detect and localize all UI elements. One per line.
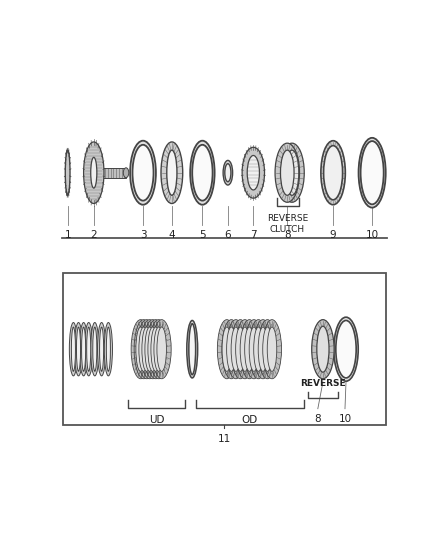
Ellipse shape — [136, 327, 145, 372]
Ellipse shape — [226, 320, 245, 379]
Ellipse shape — [312, 320, 334, 379]
Ellipse shape — [146, 320, 165, 379]
Ellipse shape — [217, 320, 237, 379]
Text: 10: 10 — [366, 230, 379, 240]
Ellipse shape — [223, 160, 233, 185]
FancyBboxPatch shape — [103, 168, 126, 177]
Ellipse shape — [254, 327, 263, 372]
Ellipse shape — [71, 327, 75, 372]
Ellipse shape — [249, 320, 268, 379]
Ellipse shape — [247, 156, 259, 190]
Ellipse shape — [190, 141, 215, 205]
Ellipse shape — [151, 327, 160, 372]
Text: UD: UD — [149, 415, 164, 425]
Ellipse shape — [263, 327, 272, 372]
Ellipse shape — [258, 327, 268, 372]
Ellipse shape — [143, 320, 162, 379]
Ellipse shape — [142, 327, 152, 372]
Text: OD: OD — [242, 415, 258, 425]
Ellipse shape — [106, 327, 110, 372]
Ellipse shape — [236, 327, 245, 372]
Ellipse shape — [145, 327, 155, 372]
Ellipse shape — [140, 320, 159, 379]
Ellipse shape — [245, 327, 254, 372]
Ellipse shape — [280, 143, 304, 202]
Text: 11: 11 — [218, 434, 231, 444]
Ellipse shape — [225, 164, 231, 182]
Ellipse shape — [91, 322, 99, 376]
Ellipse shape — [99, 327, 104, 372]
Text: 9: 9 — [330, 230, 336, 240]
Ellipse shape — [139, 327, 148, 372]
Text: 8: 8 — [314, 414, 321, 424]
Ellipse shape — [167, 150, 177, 195]
Ellipse shape — [231, 320, 250, 379]
Ellipse shape — [226, 327, 236, 372]
Text: 2: 2 — [91, 230, 97, 240]
Ellipse shape — [240, 320, 259, 379]
Ellipse shape — [360, 141, 384, 204]
Ellipse shape — [137, 320, 156, 379]
Ellipse shape — [334, 317, 358, 381]
Ellipse shape — [254, 320, 272, 379]
Ellipse shape — [65, 150, 70, 195]
Ellipse shape — [235, 320, 254, 379]
Ellipse shape — [249, 327, 259, 372]
Ellipse shape — [149, 320, 168, 379]
Ellipse shape — [124, 168, 129, 177]
Ellipse shape — [157, 327, 166, 372]
Ellipse shape — [192, 145, 212, 200]
Ellipse shape — [152, 320, 171, 379]
Ellipse shape — [81, 327, 86, 372]
Text: 1: 1 — [64, 230, 71, 240]
Text: 6: 6 — [225, 230, 231, 240]
Ellipse shape — [87, 327, 91, 372]
Text: REVERSE
CLUTCH: REVERSE CLUTCH — [267, 214, 308, 234]
Ellipse shape — [222, 320, 241, 379]
Ellipse shape — [130, 141, 156, 205]
Text: 4: 4 — [169, 230, 175, 240]
Ellipse shape — [74, 322, 83, 376]
Ellipse shape — [85, 322, 93, 376]
Ellipse shape — [280, 150, 294, 195]
Ellipse shape — [80, 322, 88, 376]
Text: REVERSE: REVERSE — [300, 379, 346, 388]
Ellipse shape — [317, 326, 329, 372]
Ellipse shape — [91, 157, 97, 188]
Ellipse shape — [258, 320, 277, 379]
Text: 5: 5 — [199, 230, 206, 240]
Ellipse shape — [69, 322, 78, 376]
Ellipse shape — [132, 145, 154, 200]
Ellipse shape — [222, 327, 232, 372]
Ellipse shape — [187, 320, 198, 378]
Ellipse shape — [285, 150, 299, 195]
Ellipse shape — [231, 327, 240, 372]
Ellipse shape — [154, 327, 163, 372]
Ellipse shape — [242, 147, 265, 198]
Ellipse shape — [275, 143, 300, 202]
Ellipse shape — [324, 146, 343, 200]
Ellipse shape — [244, 320, 263, 379]
Text: 8: 8 — [284, 230, 290, 240]
Ellipse shape — [262, 320, 282, 379]
Ellipse shape — [148, 327, 157, 372]
Text: 3: 3 — [140, 230, 146, 240]
Ellipse shape — [134, 320, 153, 379]
Ellipse shape — [189, 324, 196, 375]
Ellipse shape — [267, 327, 277, 372]
Text: 7: 7 — [250, 230, 257, 240]
Text: 10: 10 — [339, 414, 352, 424]
Ellipse shape — [131, 320, 150, 379]
Ellipse shape — [336, 320, 356, 378]
Ellipse shape — [77, 327, 81, 372]
Ellipse shape — [98, 322, 106, 376]
Ellipse shape — [321, 141, 345, 205]
Ellipse shape — [161, 142, 183, 204]
Ellipse shape — [104, 322, 113, 376]
Ellipse shape — [84, 142, 104, 204]
Ellipse shape — [359, 138, 386, 207]
Ellipse shape — [93, 327, 97, 372]
Ellipse shape — [240, 327, 250, 372]
